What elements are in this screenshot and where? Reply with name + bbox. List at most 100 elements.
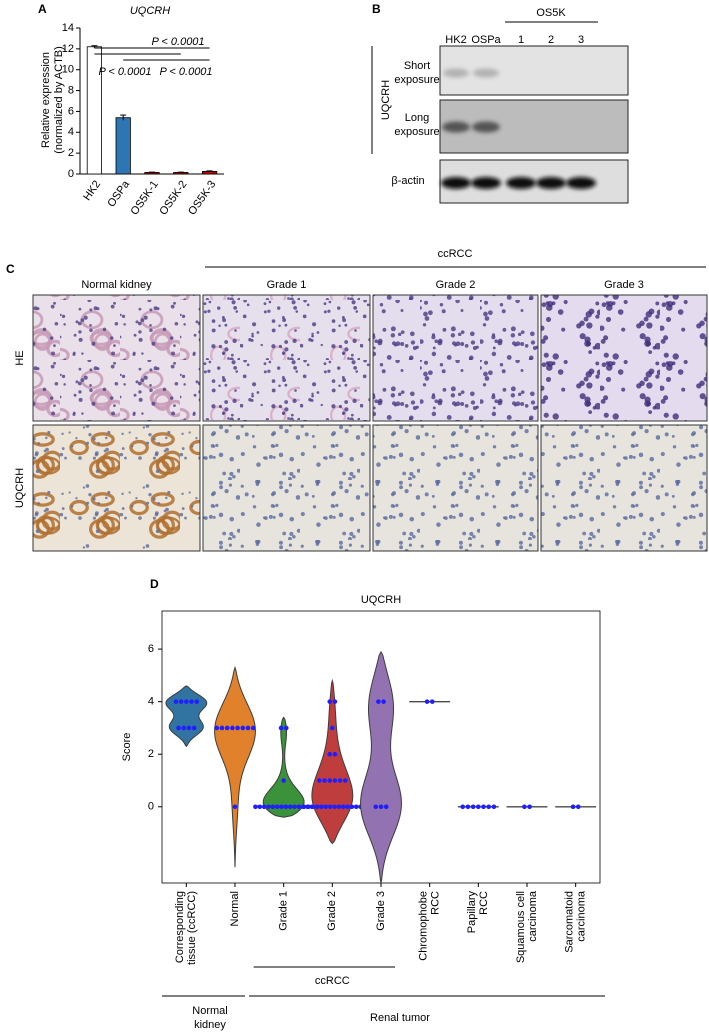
point <box>470 804 476 810</box>
x-tick-label: carcinoma <box>576 890 588 942</box>
point <box>184 699 189 704</box>
point <box>373 804 379 810</box>
point <box>176 725 181 731</box>
point <box>235 725 240 731</box>
point <box>327 804 333 810</box>
panel-label: B <box>372 2 381 16</box>
point <box>327 699 333 704</box>
x-tick-label: RCC <box>478 891 490 915</box>
group-label: Normal <box>192 1005 227 1017</box>
point <box>250 725 256 731</box>
group-label: Renal tumor <box>370 1012 430 1024</box>
band <box>472 121 500 133</box>
micrograph <box>202 294 371 422</box>
blot-panel <box>439 45 629 96</box>
x-tick-label: Normal <box>229 891 241 926</box>
y-tick-label: 4 <box>148 696 154 708</box>
lane-label: HK2 <box>445 34 466 46</box>
point <box>381 699 386 704</box>
x-tick-label: RCC <box>430 891 442 915</box>
point <box>306 804 311 810</box>
band <box>473 68 499 78</box>
point <box>189 699 194 704</box>
point <box>261 804 267 810</box>
chart-title: UQCRH <box>130 5 170 17</box>
point <box>527 804 532 810</box>
lane-label: 1 <box>518 34 524 46</box>
point <box>257 804 263 810</box>
band <box>441 177 471 189</box>
point <box>292 804 297 810</box>
micrograph <box>372 424 539 552</box>
error-bar <box>206 170 213 172</box>
y-tick-label: 4 <box>68 126 74 138</box>
micrograph <box>540 424 708 552</box>
annotation: P < 0.0001 <box>98 66 151 78</box>
x-tick-label: Sarcomatoid <box>564 891 576 953</box>
point <box>274 804 280 810</box>
point <box>353 804 359 810</box>
column-label: Grade 1 <box>267 279 307 291</box>
point <box>337 778 343 783</box>
micrograph <box>540 294 708 422</box>
point <box>191 725 197 731</box>
point <box>322 778 327 783</box>
point <box>270 804 276 810</box>
error-bar <box>91 45 98 48</box>
x-tick-label: Grade 1 <box>278 891 290 931</box>
x-tick-label: Grade 2 <box>326 891 338 931</box>
point <box>332 751 338 757</box>
band <box>471 177 501 189</box>
x-tick-label: OS5K-2 <box>157 179 189 218</box>
panel-label: D <box>150 577 159 591</box>
point <box>224 725 230 731</box>
point <box>281 778 286 783</box>
point <box>296 804 302 810</box>
column-group-label: ccRCC <box>438 248 473 260</box>
point <box>327 778 333 783</box>
blot-row-label: exposure <box>394 74 439 86</box>
point <box>332 778 338 783</box>
y-tick-label: 2 <box>148 748 154 760</box>
lane-label: 2 <box>548 34 554 46</box>
y-tick-label: 0 <box>68 168 74 180</box>
band <box>566 177 596 189</box>
point <box>319 804 324 810</box>
blot-row-label: Long <box>405 112 429 124</box>
row-label: UQCRH <box>14 468 26 508</box>
point <box>460 804 466 810</box>
band <box>536 177 566 189</box>
point <box>283 725 289 731</box>
y-tick-label: 14 <box>62 22 74 34</box>
point <box>424 699 430 704</box>
y-tick-label: 6 <box>148 643 154 655</box>
point <box>336 804 342 810</box>
point <box>301 804 307 810</box>
point <box>486 804 492 810</box>
point <box>240 725 246 731</box>
point <box>178 699 184 704</box>
y-tick-label: 0 <box>148 801 154 813</box>
point <box>429 699 435 704</box>
lane-label: 3 <box>578 34 584 46</box>
annotation: P < 0.0001 <box>151 36 204 48</box>
point <box>232 804 238 810</box>
point <box>340 804 346 810</box>
point <box>287 804 293 810</box>
x-tick-label: OSPa <box>105 178 132 210</box>
band <box>443 68 469 78</box>
micrograph <box>32 294 201 422</box>
micrograph <box>32 424 201 552</box>
y-tick-label: 6 <box>68 105 74 117</box>
x-tick-label: HK2 <box>81 179 103 203</box>
point <box>173 699 179 704</box>
band <box>442 121 470 133</box>
point <box>575 804 581 810</box>
x-tick-label: carcinoma <box>527 890 539 942</box>
y-axis-label: Relative expression <box>40 52 52 148</box>
x-tick-label: Grade 3 <box>375 891 387 931</box>
y-tick-label: 2 <box>68 147 74 159</box>
point <box>194 699 200 704</box>
